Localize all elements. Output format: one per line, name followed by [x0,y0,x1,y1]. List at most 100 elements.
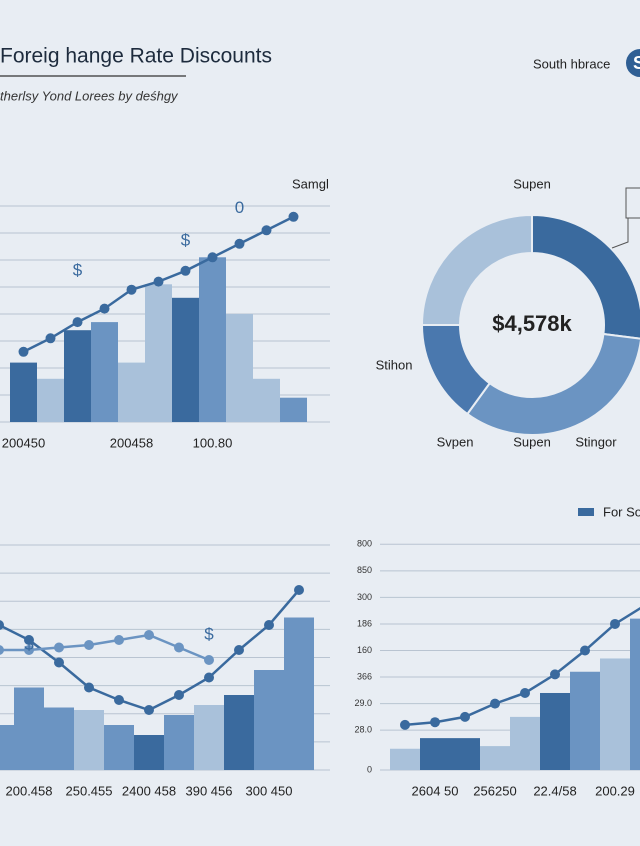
line-marker [0,645,4,655]
bar [145,284,172,422]
line-marker [54,657,64,668]
y-tick-label: 186 [357,618,372,628]
x-tick-label: 200458 [110,435,153,450]
donut-segment [420,213,533,326]
line-marker [294,585,304,595]
brand: South hbrace [533,56,610,71]
y-tick-label: 300 [357,592,372,602]
y-tick-label: 160 [357,645,372,655]
x-tick-label: 200450 [2,435,45,450]
line-marker [126,284,137,295]
bar [44,707,74,770]
x-tick-label: 22.4/58 [533,783,576,798]
line-marker [180,265,191,276]
bar [630,618,640,770]
line-marker [550,669,560,680]
line-marker [430,717,440,728]
y-tick-label: 0 [367,764,372,774]
bar [510,716,540,770]
line-marker [610,618,620,629]
line-marker [99,303,110,314]
annotation: $ [73,260,83,279]
bar [134,735,164,770]
bar [570,671,600,770]
line-marker [520,687,530,698]
line-marker [45,333,56,344]
bar [280,397,307,422]
line-marker [580,645,590,656]
segment-label: Supen [513,176,551,191]
line-marker [204,655,214,665]
line-marker [204,672,214,683]
bar [10,362,37,422]
logo-letter: S [633,53,640,73]
line-marker [24,645,34,655]
page-subtitle: therlsy Yond Lorees by deśhgy [0,88,179,103]
bar [194,705,224,770]
line-marker [264,620,274,630]
legend-label: For So [603,504,640,519]
line-marker [84,682,94,693]
bar [37,378,64,422]
bar [199,257,226,422]
x-tick-label: 2400 458 [122,783,176,798]
segment-label: Stingor [575,434,617,449]
x-tick-label: 200.458 [6,783,53,798]
line-marker [114,635,124,645]
y-tick-label: 29.0 [354,698,372,708]
annotation: $ [204,624,214,643]
line-marker [0,620,4,630]
bar [254,670,284,770]
bar [480,746,510,770]
bar [224,695,254,770]
bar [104,725,134,770]
bar [64,330,91,422]
bar [226,314,253,422]
donut-segment [531,213,640,340]
y-tick-label: 800 [357,539,372,549]
y-tick-label: 366 [357,671,372,681]
line-marker [144,630,154,640]
bar [600,658,630,770]
donut-segment [465,332,640,436]
x-tick-label: 100.80 [193,435,233,450]
bar [390,748,420,770]
x-tick-label: 2604 50 [412,783,459,798]
line-marker [18,346,29,357]
line-marker [84,640,94,650]
callout-line [611,218,629,249]
line-marker [174,690,184,700]
line [0,633,210,662]
line-marker [114,695,124,705]
bar [450,738,480,770]
line-marker [207,252,218,263]
line-marker [288,211,299,222]
callout-box [625,187,640,219]
x-tick-label: 256250 [473,783,516,798]
legend-swatch [578,508,594,516]
line-marker [234,645,244,655]
x-tick-label: 250.455 [66,783,113,798]
bar [284,617,314,770]
chart-title: Samgl [292,176,329,191]
line-marker [54,642,64,653]
bar [253,378,280,422]
annotation: $ [24,634,34,653]
line-marker [234,238,245,249]
bar [172,297,199,422]
line-marker [153,276,164,287]
logo [626,49,640,77]
x-tick-label: 300 450 [246,783,293,798]
segment-label: Stihon [376,357,413,372]
line-marker [261,225,272,236]
page-title: Foreig hange Rate Discounts [0,45,272,68]
bar [0,725,14,770]
center-label: $4,578k [492,311,572,336]
extra-label: Svpen [437,434,474,449]
bar [118,362,145,422]
line-marker [400,719,410,730]
bar [164,715,194,770]
bar [420,738,450,770]
bar [91,322,118,422]
